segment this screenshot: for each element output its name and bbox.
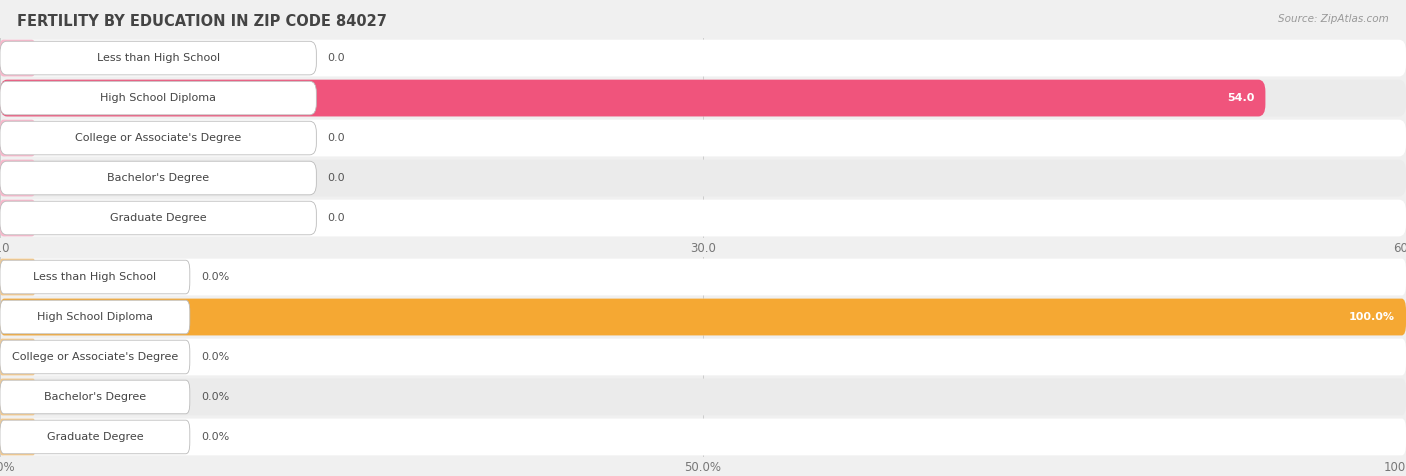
- Text: 100.0%: 100.0%: [1348, 312, 1395, 322]
- Text: High School Diploma: High School Diploma: [100, 93, 217, 103]
- FancyBboxPatch shape: [0, 199, 35, 237]
- Text: College or Associate's Degree: College or Associate's Degree: [75, 133, 242, 143]
- FancyBboxPatch shape: [0, 121, 316, 155]
- FancyBboxPatch shape: [0, 81, 316, 115]
- FancyBboxPatch shape: [0, 258, 35, 296]
- Text: High School Diploma: High School Diploma: [37, 312, 153, 322]
- FancyBboxPatch shape: [0, 79, 1265, 117]
- Text: Bachelor's Degree: Bachelor's Degree: [107, 173, 209, 183]
- FancyBboxPatch shape: [0, 40, 1406, 77]
- Text: 0.0%: 0.0%: [201, 352, 229, 362]
- FancyBboxPatch shape: [0, 338, 35, 376]
- FancyBboxPatch shape: [0, 300, 190, 334]
- Text: Graduate Degree: Graduate Degree: [110, 213, 207, 223]
- Text: Graduate Degree: Graduate Degree: [46, 432, 143, 442]
- Text: FERTILITY BY EDUCATION IN ZIP CODE 84027: FERTILITY BY EDUCATION IN ZIP CODE 84027: [17, 14, 387, 30]
- FancyBboxPatch shape: [0, 418, 1406, 456]
- FancyBboxPatch shape: [0, 340, 190, 374]
- FancyBboxPatch shape: [0, 119, 1406, 157]
- Text: Bachelor's Degree: Bachelor's Degree: [44, 392, 146, 402]
- Text: 0.0: 0.0: [328, 213, 346, 223]
- Text: 54.0: 54.0: [1227, 93, 1254, 103]
- FancyBboxPatch shape: [0, 201, 316, 235]
- FancyBboxPatch shape: [0, 79, 1406, 117]
- Text: 0.0%: 0.0%: [201, 392, 229, 402]
- Text: 0.0: 0.0: [328, 173, 346, 183]
- FancyBboxPatch shape: [0, 41, 316, 75]
- Text: College or Associate's Degree: College or Associate's Degree: [11, 352, 179, 362]
- FancyBboxPatch shape: [0, 258, 1406, 296]
- FancyBboxPatch shape: [0, 338, 1406, 376]
- FancyBboxPatch shape: [0, 378, 1406, 416]
- FancyBboxPatch shape: [0, 260, 190, 294]
- FancyBboxPatch shape: [0, 298, 1406, 336]
- Text: 0.0%: 0.0%: [201, 272, 229, 282]
- FancyBboxPatch shape: [0, 420, 190, 454]
- Text: 0.0%: 0.0%: [201, 432, 229, 442]
- FancyBboxPatch shape: [0, 119, 35, 157]
- FancyBboxPatch shape: [0, 159, 1406, 197]
- FancyBboxPatch shape: [0, 380, 190, 414]
- Text: 0.0: 0.0: [328, 133, 346, 143]
- FancyBboxPatch shape: [0, 378, 35, 416]
- Text: Source: ZipAtlas.com: Source: ZipAtlas.com: [1278, 14, 1389, 24]
- FancyBboxPatch shape: [0, 199, 1406, 237]
- FancyBboxPatch shape: [0, 159, 35, 197]
- FancyBboxPatch shape: [0, 161, 316, 195]
- Text: Less than High School: Less than High School: [97, 53, 219, 63]
- Text: 0.0: 0.0: [328, 53, 346, 63]
- FancyBboxPatch shape: [0, 40, 35, 77]
- Text: Less than High School: Less than High School: [34, 272, 156, 282]
- FancyBboxPatch shape: [0, 418, 35, 456]
- FancyBboxPatch shape: [0, 298, 1406, 336]
